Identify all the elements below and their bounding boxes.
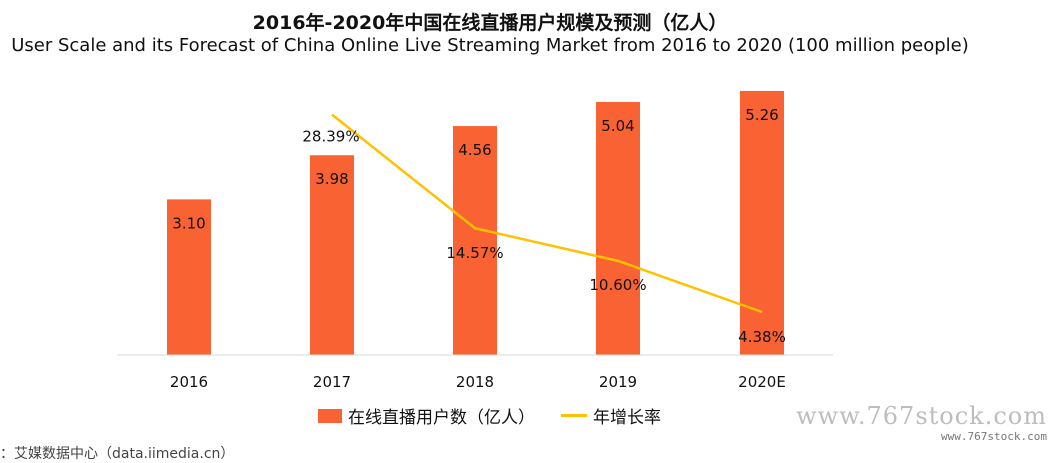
bar-2018 [453, 126, 497, 355]
bar-2017 [310, 155, 354, 355]
bar-2020E [740, 90, 784, 355]
chart-plot: 3.10 3.98 4.56 5.04 5.26 28.39% 14.57% 10.60% 4.… [117, 90, 833, 391]
x-tick-label: 2016 [170, 373, 208, 391]
growth-rate-label: 14.57% [446, 244, 503, 262]
bar-value-label: 5.04 [601, 117, 634, 135]
bar-value-label: 4.56 [458, 141, 491, 159]
x-tick-label: 2018 [456, 373, 494, 391]
bar-value-label: 3.10 [172, 214, 205, 232]
bar-2016 [167, 199, 211, 355]
legend-bar-swatch [318, 408, 342, 423]
growth-rate-line [331, 113, 763, 314]
legend-line-swatch [561, 414, 587, 417]
chart-title-en: User Scale and its Forecast of China Onl… [11, 35, 969, 56]
growth-rate-label: 10.60% [589, 276, 646, 294]
watermark-text: www.767stock.com [796, 402, 1047, 430]
bar-value-label: 3.98 [315, 170, 348, 188]
legend-line-label: 年增长率 [593, 408, 661, 428]
watermark-subtext: www.767stock.com [941, 430, 1047, 443]
chart-title-zh: 2016年-2020年中国在线直播用户规模及预测（亿人） [252, 12, 728, 34]
bar-value-label: 5.26 [745, 106, 778, 124]
x-tick-label: 2017 [313, 373, 351, 391]
legend-bar-label: 在线直播用户数（亿人） [348, 408, 535, 428]
legend: 在线直播用户数（亿人） 年增长率 [318, 403, 661, 428]
source-note: ：艾媒数据中心（data.iimedia.cn） [0, 446, 235, 462]
growth-rate-label: 4.38% [738, 328, 786, 346]
x-tick-label: 2019 [599, 373, 637, 391]
growth-rate-label: 28.39% [302, 128, 359, 146]
x-tick-label: 2020E [738, 373, 786, 391]
bar-2019 [596, 101, 640, 355]
watermark: www.767stock.com www.767stock.com [796, 402, 1047, 443]
